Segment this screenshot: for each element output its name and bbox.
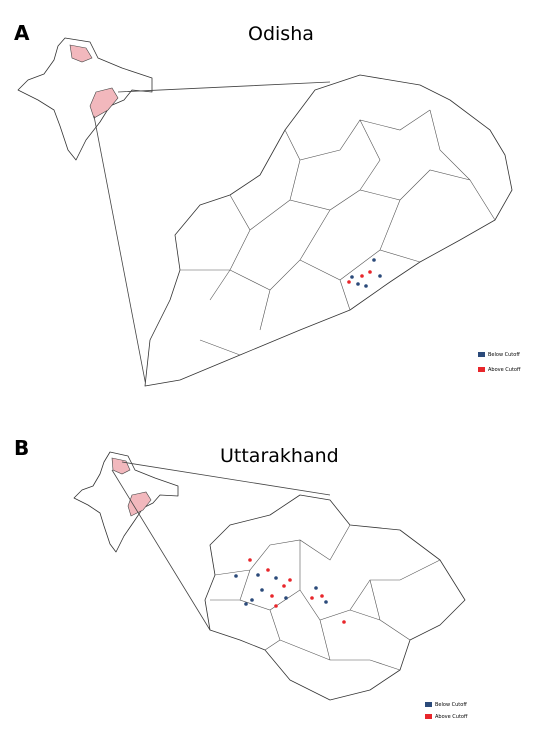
connector [111, 461, 331, 631]
region-uttarakhand [111, 457, 131, 475]
point [266, 568, 270, 572]
point [350, 275, 354, 279]
point [360, 274, 364, 278]
sample-points [234, 558, 346, 624]
india-map [73, 451, 179, 553]
point [274, 604, 278, 608]
point [324, 600, 328, 604]
uttarakhand-map [204, 494, 466, 701]
legend-swatch [425, 702, 432, 707]
point [256, 573, 260, 577]
point [368, 270, 372, 274]
legend-swatch [478, 352, 485, 357]
point [310, 596, 314, 600]
panel-label: A [14, 21, 30, 45]
india-map [17, 37, 153, 161]
connector [93, 81, 331, 387]
point [248, 558, 252, 562]
region-uttarakhand [69, 44, 93, 63]
legend-label: Below Cutoff [488, 352, 520, 358]
point [244, 602, 248, 606]
point [260, 588, 264, 592]
point [282, 584, 286, 588]
point [284, 596, 288, 600]
point [234, 574, 238, 578]
panel-title: Odisha [248, 23, 314, 45]
panel-title: Uttarakhand [220, 445, 339, 467]
point [270, 594, 274, 598]
point [274, 576, 278, 580]
legend-label: Above Cutoff [435, 714, 468, 720]
district-borders [180, 109, 496, 356]
legend-swatch [478, 367, 485, 372]
point [320, 594, 324, 598]
odisha-map [144, 74, 513, 387]
point [356, 282, 360, 286]
panel-label: B [14, 436, 29, 460]
point [288, 578, 292, 582]
point [342, 620, 346, 624]
panel-b: B Uttarakhand Below C [14, 436, 468, 720]
point [250, 598, 254, 602]
region-odisha [89, 87, 119, 119]
point [314, 586, 318, 590]
legend-label: Below Cutoff [435, 702, 467, 708]
district-borders [210, 524, 441, 671]
sample-points [347, 258, 382, 288]
legend-label: Above Cutoff [488, 367, 521, 373]
point [364, 284, 368, 288]
panel-a: A Odisha Below Cutoff Above Cutoff [14, 21, 521, 387]
region-odisha [127, 491, 152, 517]
point [347, 280, 351, 284]
legend-swatch [425, 714, 432, 719]
point [372, 258, 376, 262]
point [378, 274, 382, 278]
